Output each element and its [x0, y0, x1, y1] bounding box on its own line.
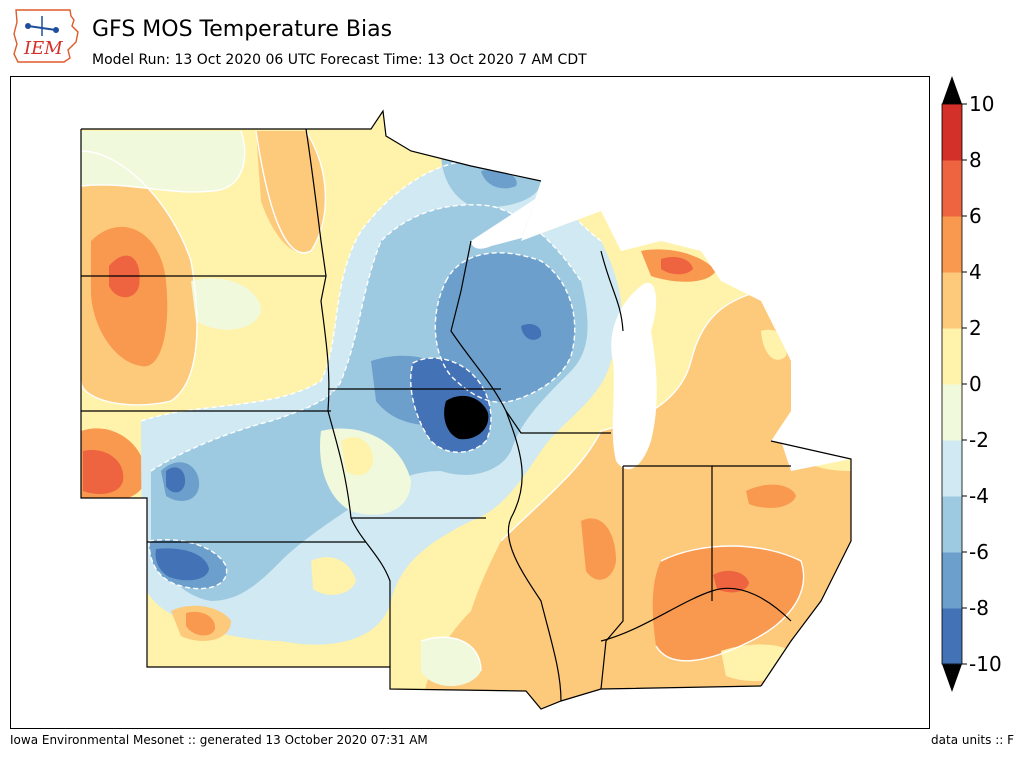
bias-map [80, 109, 852, 710]
colorbar-tick-label: 4 [969, 260, 982, 284]
state-borders [80, 109, 852, 710]
colorbar-segment [942, 608, 962, 665]
contour-lines [81, 130, 805, 672]
colorbar-under-arrow [942, 664, 962, 692]
colorbar-segment [942, 104, 962, 161]
colorbar-tick-label: -6 [969, 540, 989, 564]
field-ks-warm-6 [186, 611, 216, 636]
colorbar-segment [942, 160, 962, 217]
footer-units: data units :: F [931, 733, 1014, 747]
map-title: GFS MOS Temperature Bias [92, 17, 393, 42]
colorbar-segment [942, 496, 962, 553]
colorbar-tick-label: 6 [969, 204, 982, 228]
field-dakota-neutral-neg [81, 131, 245, 193]
field-east-warm-4 [581, 518, 616, 580]
colorbar-tick-label: 0 [969, 372, 982, 396]
field-ks-warm-2 [311, 557, 356, 595]
field-wi-cold-6 [435, 252, 575, 403]
colorbar-segment [942, 272, 962, 329]
field-nd-east-warm [256, 131, 326, 253]
contour-lines-dashed [140, 158, 602, 590]
colorbar-segment [942, 216, 962, 273]
colorbar-segment [942, 440, 962, 497]
iem-logo: IEM [13, 9, 79, 63]
colorbar-tick-label: 10 [969, 92, 994, 116]
field-sd-neutral [191, 278, 261, 330]
colorbar-tick-label: 2 [969, 316, 982, 340]
logo-text: IEM [23, 38, 63, 59]
colorbar-tick-label: -4 [969, 484, 989, 508]
field-south-neutral [421, 637, 481, 686]
field-oh-warm-4 [746, 484, 796, 508]
field-wi-cold-8 [521, 324, 542, 340]
colorbar: -10 -8 -6 -4 -2 0 2 4 6 8 10 [941, 76, 1002, 692]
colorbar-tick-label: -2 [969, 428, 989, 452]
footer-credit: Iowa Environmental Mesonet :: generated … [10, 733, 428, 747]
colorbar-tick-label: -10 [969, 652, 1002, 676]
map-subtitle: Model Run: 13 Oct 2020 06 UTC Forecast T… [92, 52, 587, 68]
colorbar-segment [942, 552, 962, 609]
colorbar-tick-label: -8 [969, 596, 989, 620]
colorbar-segment [942, 328, 962, 385]
colorbar-segment [942, 384, 962, 441]
field-east-warm-6 [713, 570, 749, 593]
field-ne-west-warm-6 [83, 450, 124, 494]
field-cold-8-b [155, 548, 209, 581]
field-up-warm-6 [661, 257, 693, 275]
field-cold-8-c [166, 467, 186, 493]
colorbar-tick-label: 8 [969, 148, 982, 172]
field-cold-black [444, 395, 489, 440]
field-ia-warm [341, 437, 373, 476]
map-frame [10, 76, 930, 729]
colorbar-over-arrow [942, 76, 962, 104]
